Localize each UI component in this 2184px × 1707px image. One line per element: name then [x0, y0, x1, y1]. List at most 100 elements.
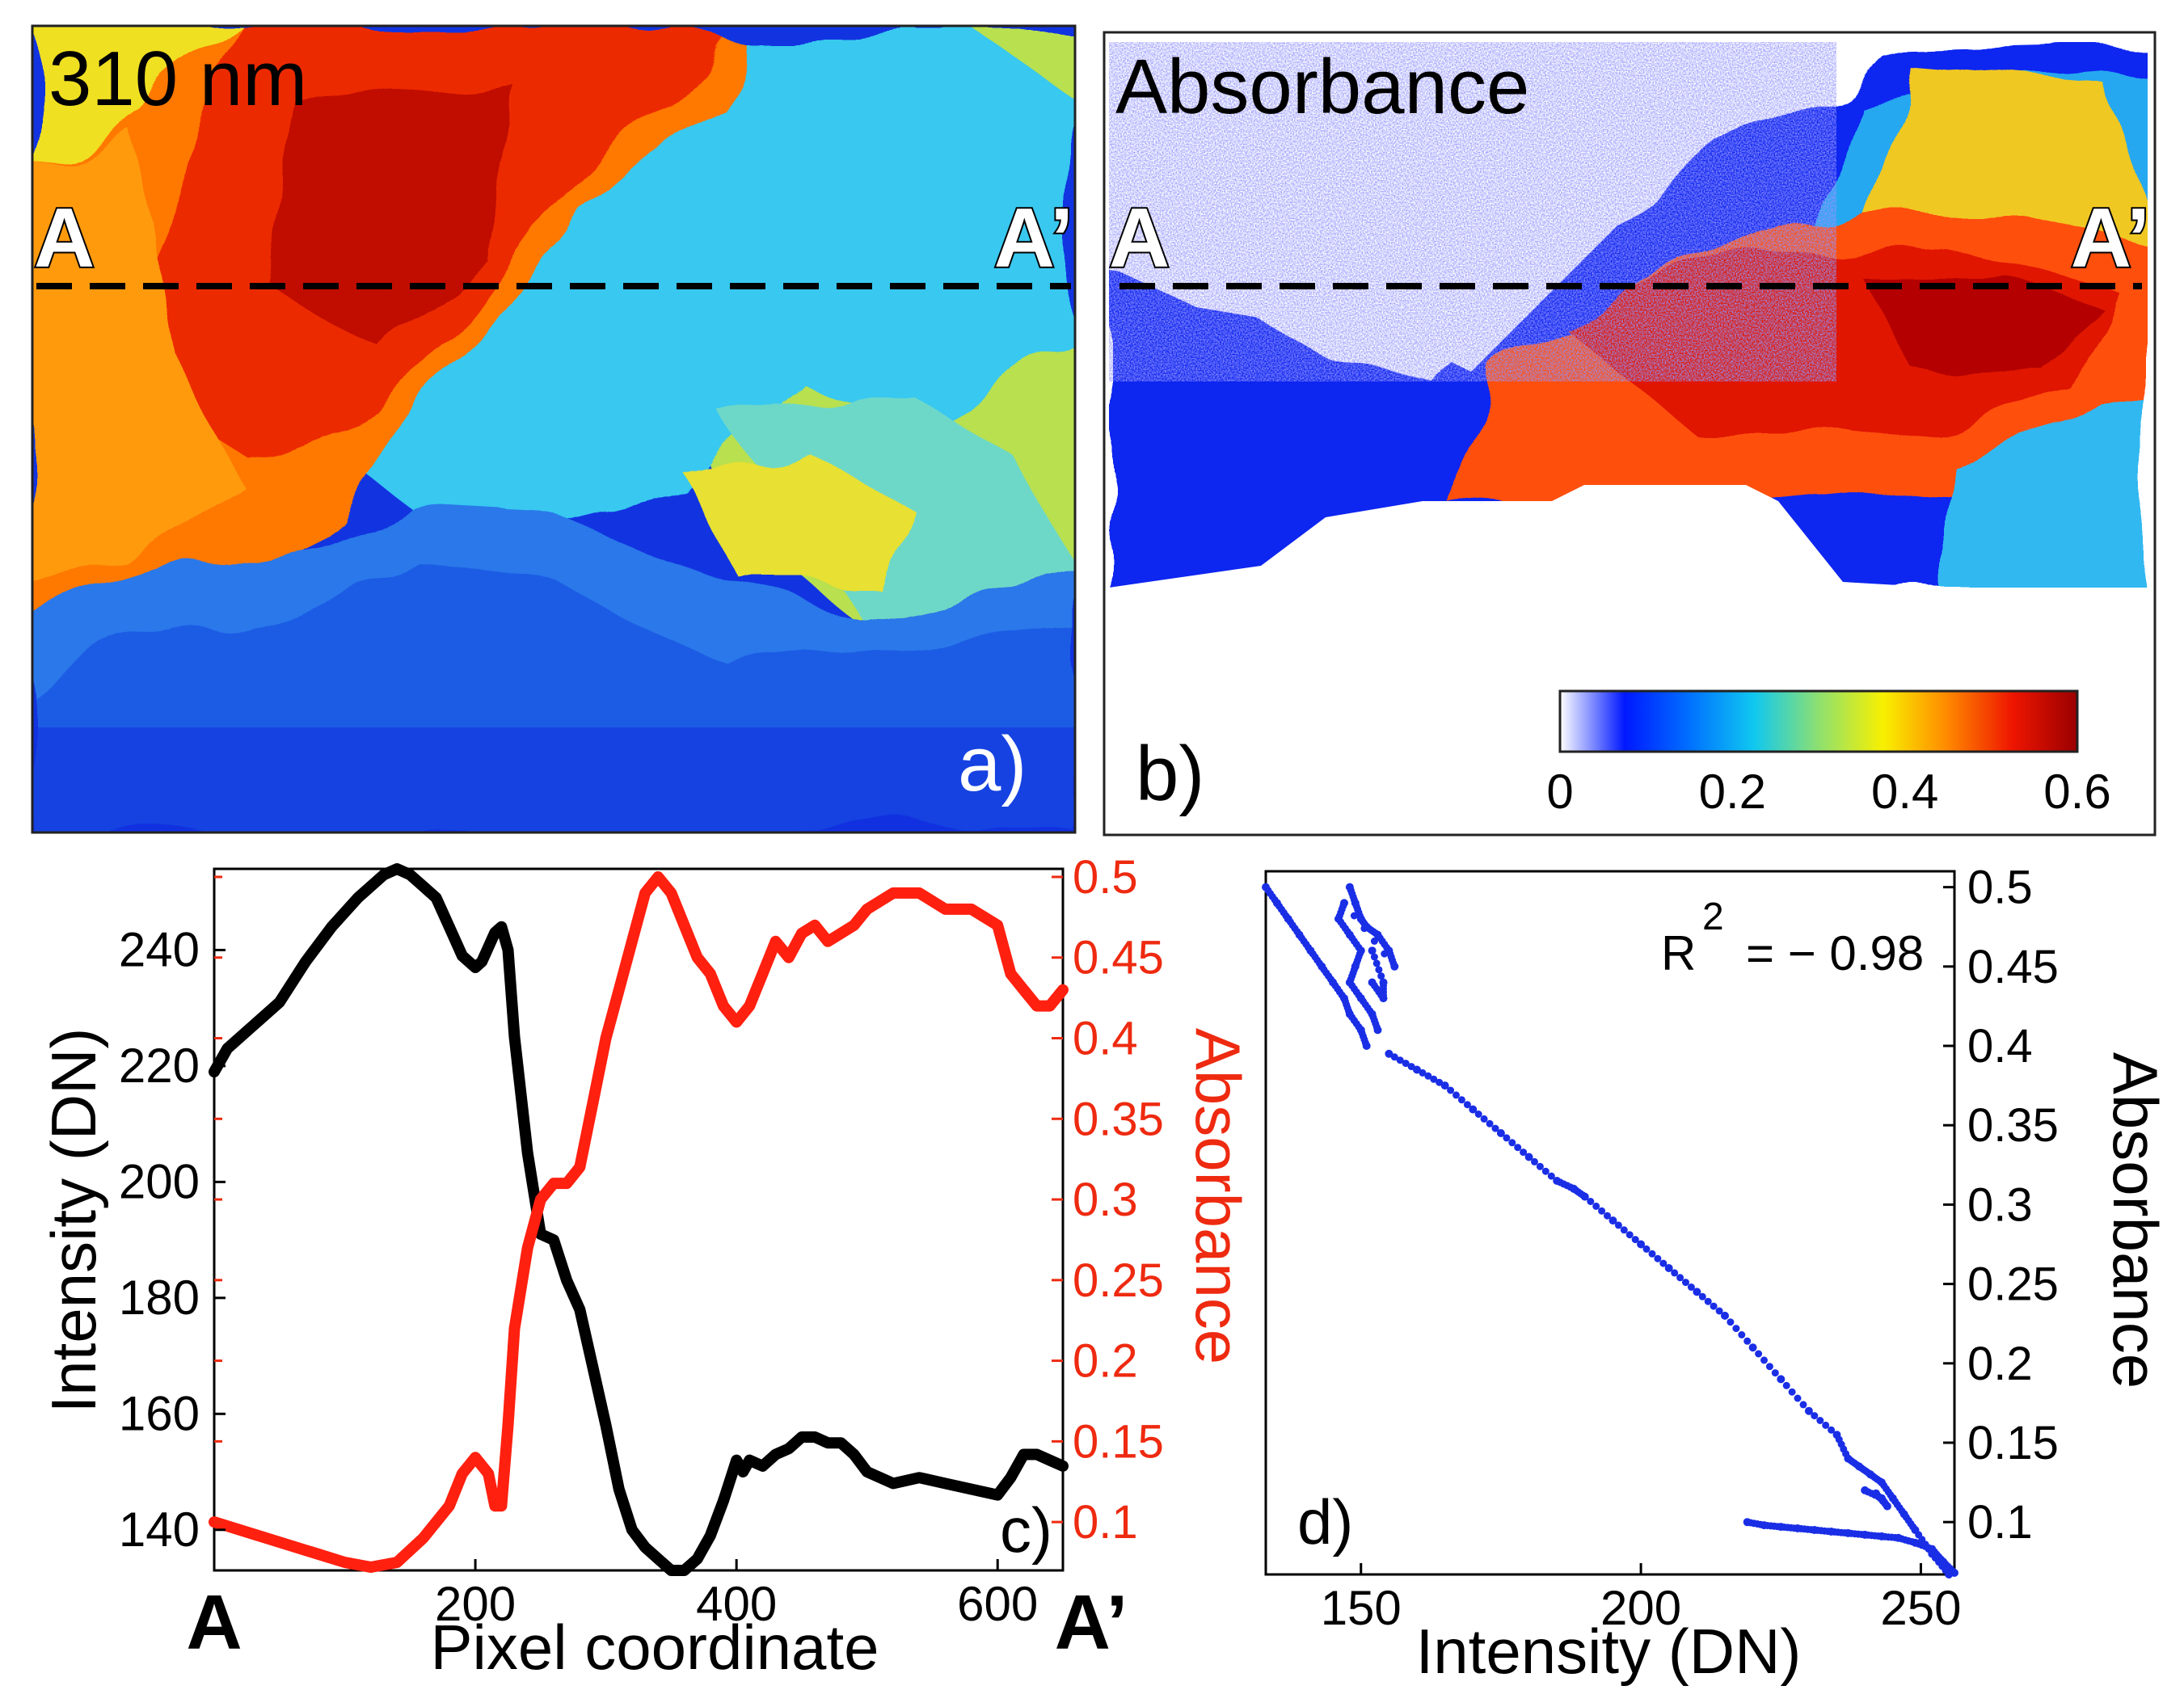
- panel-b-image: Absorbance A A’ b) 0 0.2 0.4 0.6: [1103, 31, 2157, 837]
- scatter-point: [1430, 1075, 1438, 1083]
- scatter-point: [1637, 1240, 1646, 1249]
- scatter-point: [1370, 937, 1378, 945]
- colorbar-tick-label: 0: [1546, 765, 1573, 819]
- scatter-point: [1738, 1331, 1746, 1338]
- panel-b-marker-end: A’: [2071, 192, 2150, 285]
- scatter-point: [1794, 1394, 1802, 1402]
- scatter-point: [1732, 1325, 1740, 1333]
- scatter-point: [1704, 1297, 1712, 1305]
- scatter-point: [1514, 1144, 1522, 1152]
- scatter-point: [1486, 1119, 1494, 1127]
- y-tick-label: 0.5: [1967, 862, 2033, 914]
- scatter-point: [1368, 978, 1377, 987]
- scatter-point: [1452, 1091, 1460, 1099]
- y-right-tick-label: 0.25: [1073, 1254, 1164, 1307]
- scatter-point: [1419, 1068, 1427, 1077]
- scatter-point: [1648, 1250, 1656, 1258]
- scatter-point: [1503, 1134, 1511, 1142]
- y-tick-label: 0.45: [1967, 941, 2059, 993]
- panel-a-image: 310 nm A A’ a): [31, 24, 1077, 834]
- scatter-point: [1385, 1049, 1393, 1058]
- scatter-point: [1360, 925, 1368, 933]
- scatter-point: [1748, 1343, 1757, 1352]
- colorbar-ticks: 0 0.2 0.4 0.6: [1546, 765, 2110, 819]
- panel-c-right-axis-title: Absorbance: [1183, 1028, 1254, 1364]
- y-left-tick-label: 200: [119, 1154, 200, 1208]
- x-tick-label: 200: [1600, 1581, 1681, 1635]
- panel-c-left-axis-title: Intensity (DN): [38, 1028, 109, 1414]
- scatter-point: [1413, 1065, 1421, 1074]
- panel-b-marker-start: A: [1109, 192, 1170, 285]
- scatter-point: [1524, 1153, 1533, 1161]
- scatter-point: [1811, 1412, 1819, 1420]
- panel-c-label: c): [1000, 1494, 1052, 1566]
- y-right-tick-label: 0.35: [1073, 1093, 1164, 1145]
- panel-d-r2-value: = − 0.98: [1746, 926, 1924, 980]
- scatter-point: [1541, 1167, 1549, 1175]
- series-line-absorbance: [209, 871, 1069, 1573]
- y-left-tick-label: 220: [119, 1039, 200, 1093]
- scatter-point: [1474, 1111, 1482, 1118]
- scatter-point: [1496, 1129, 1505, 1137]
- scatter-point: [1771, 1369, 1779, 1377]
- scatter-point: [1370, 953, 1378, 961]
- panel-d-x-axis-title: Intensity (DN): [1416, 1616, 1802, 1687]
- colorbar-tick-label: 0.6: [2043, 765, 2110, 819]
- scatter-point: [1372, 959, 1381, 967]
- x-tick-label: 150: [1321, 1581, 1402, 1635]
- scatter-point: [1727, 1318, 1735, 1326]
- scatter-point: [1799, 1401, 1807, 1409]
- scatter-point: [1782, 1381, 1790, 1389]
- scatter-point: [1743, 1337, 1752, 1345]
- y-tick-label: 0.25: [1967, 1258, 2059, 1311]
- scatter-point: [1788, 1388, 1796, 1396]
- panel-d-r2-exponent: 2: [1702, 896, 1724, 938]
- scatter-point: [1721, 1311, 1729, 1320]
- scatter-point: [1447, 1086, 1455, 1094]
- panel-a-marker-start: A: [34, 192, 95, 285]
- panel-a-intensity-map: [32, 26, 1075, 832]
- scatter-point: [1765, 1363, 1773, 1371]
- scatter-point: [1531, 1157, 1538, 1165]
- scatter-point: [1804, 1406, 1813, 1415]
- panel-a-label: a): [958, 721, 1027, 807]
- scatter-point: [1760, 1356, 1768, 1364]
- scatter-point: [1693, 1288, 1701, 1296]
- scatter-point: [1547, 1172, 1555, 1180]
- scatter-point: [1676, 1274, 1684, 1282]
- y-tick-label: 0.15: [1967, 1417, 2059, 1469]
- y-tick-label: 0.2: [1967, 1338, 2033, 1390]
- scatter-point: [1659, 1259, 1668, 1267]
- panel-a-marker-end: A’: [994, 192, 1073, 285]
- scatter-point: [1950, 1569, 1958, 1577]
- scatter-point: [1520, 1149, 1528, 1157]
- scatter-point: [1463, 1101, 1471, 1109]
- panel-c-x-end-label-end: A’: [1055, 1579, 1128, 1666]
- scatter-point: [1381, 950, 1389, 958]
- y-right-tick-label: 0.45: [1073, 932, 1164, 984]
- scatter-point: [1424, 1072, 1432, 1080]
- scatter-point: [1390, 1053, 1398, 1061]
- scatter-point: [1440, 1081, 1449, 1090]
- scatter-point: [1755, 1350, 1763, 1358]
- scatter-point: [1457, 1096, 1465, 1104]
- scatter-point: [1587, 1198, 1595, 1205]
- scatter-point: [1620, 1226, 1628, 1234]
- scatter-point: [1390, 962, 1399, 971]
- scatter-point: [1828, 1426, 1836, 1434]
- scatter-point: [1625, 1231, 1634, 1239]
- scatter-point: [1710, 1302, 1718, 1310]
- scatter-point: [1608, 1216, 1617, 1225]
- y-right-tick-label: 0.1: [1073, 1496, 1138, 1549]
- scatter-point: [1480, 1115, 1488, 1123]
- scatter-point: [1816, 1417, 1824, 1424]
- y-tick-label: 0.3: [1967, 1178, 2033, 1231]
- colorbar: [1558, 689, 2079, 753]
- y-right-tick-label: 0.2: [1073, 1335, 1138, 1388]
- scatter-point: [1664, 1264, 1673, 1272]
- panel-c-chart: 200 400 600 140 160 180 200 220 240 0.1 0.15 0.2 0.2…: [38, 851, 1254, 1683]
- scatter-point: [1436, 1078, 1444, 1086]
- scatter-point: [1872, 1489, 1880, 1498]
- scatter-point: [1373, 1026, 1382, 1035]
